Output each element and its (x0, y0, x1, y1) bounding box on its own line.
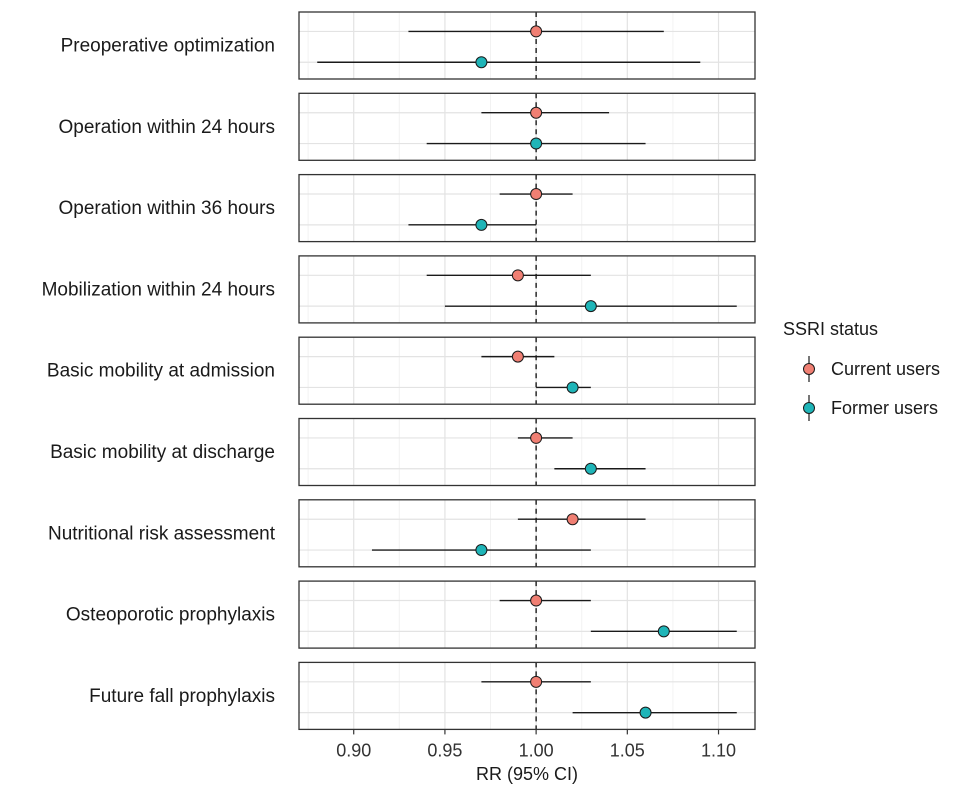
row-label: Operation within 36 hours (58, 198, 275, 219)
x-tick-label: 0.90 (336, 740, 371, 760)
current-point (530, 188, 543, 201)
panel-background (299, 337, 755, 405)
former-point (475, 218, 488, 231)
panel-border (298, 417, 756, 487)
panel-background (299, 662, 755, 730)
panel-border (298, 173, 756, 243)
current-point (511, 350, 524, 363)
legend-key-point (803, 363, 815, 375)
former-point (584, 300, 597, 313)
current-point (530, 675, 543, 688)
panel-border (298, 336, 756, 405)
panel-border (298, 661, 756, 731)
former-point (639, 706, 652, 719)
panel-background (299, 93, 755, 161)
former-point (584, 462, 597, 475)
current-point (566, 513, 579, 526)
panel: Operation within 36 hours (58, 173, 756, 243)
x-axis-title: RR (95% CI) (476, 764, 578, 784)
panel-background (299, 255, 755, 323)
former-point (530, 137, 543, 150)
row-label: Basic mobility at admission (47, 361, 275, 382)
panel: Preoperative optimization (61, 11, 756, 80)
current-point (530, 25, 543, 38)
x-tick-label: 0.95 (427, 740, 462, 760)
panel: Basic mobility at admission (47, 336, 756, 405)
former-point (475, 56, 488, 69)
row-label: Nutritional risk assessment (48, 523, 276, 544)
legend-label: Current users (831, 359, 940, 379)
panel-background (299, 581, 755, 649)
row-label: Future fall prophylaxis (89, 686, 275, 707)
current-point (530, 431, 543, 444)
panel-border (298, 499, 756, 568)
panel-background (299, 418, 755, 486)
current-point (530, 594, 543, 607)
former-point (657, 625, 670, 638)
row-label: Preoperative optimization (61, 36, 275, 57)
former-point (475, 544, 488, 557)
panel-background (299, 12, 755, 79)
panel: Basic mobility at discharge (50, 417, 756, 487)
row-label: Basic mobility at discharge (50, 442, 275, 463)
panels: Preoperative optimization Operation withi… (42, 11, 756, 731)
x-axis: 0.90 0.95 1.00 1.05 1.10 (336, 729, 736, 760)
panel-background (299, 499, 755, 567)
panel: Mobilization within 24 hours (42, 255, 756, 324)
former-point (566, 381, 579, 394)
legend: SSRI status Current users Former users (783, 319, 940, 421)
current-point (530, 106, 543, 119)
row-label: Osteoporotic prophylaxis (66, 605, 275, 626)
panel-border (298, 92, 756, 161)
current-point (511, 269, 524, 282)
panel-border (298, 255, 756, 324)
panel: Operation within 24 hours (58, 92, 756, 161)
panel: Future fall prophylaxis (89, 661, 756, 731)
row-label: Operation within 24 hours (58, 117, 275, 138)
panel-border (298, 580, 756, 649)
x-tick-label: 1.05 (610, 740, 645, 760)
panel: Nutritional risk assessment (48, 499, 756, 568)
legend-key-point (803, 402, 815, 414)
panel-border (298, 11, 756, 80)
row-label: Mobilization within 24 hours (42, 279, 275, 300)
panel-background (299, 174, 755, 242)
legend-title: SSRI status (783, 319, 878, 339)
x-tick-label: 1.00 (519, 740, 554, 760)
legend-label: Former users (831, 398, 938, 418)
x-tick-label: 1.10 (701, 740, 736, 760)
panel: Osteoporotic prophylaxis (66, 580, 756, 649)
